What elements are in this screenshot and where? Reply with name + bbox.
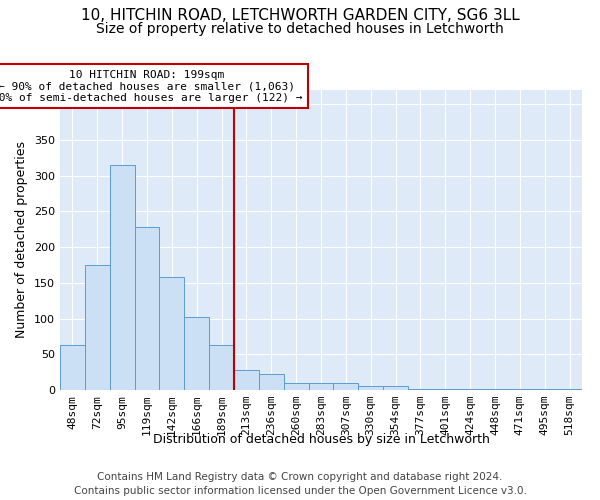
Bar [383,386,408,390]
Bar [60,345,85,390]
Text: Distribution of detached houses by size in Letchworth: Distribution of detached houses by size … [152,432,490,446]
Text: Contains HM Land Registry data © Crown copyright and database right 2024.: Contains HM Land Registry data © Crown c… [97,472,503,482]
Bar [334,383,358,390]
Bar [259,374,284,390]
Text: 10, HITCHIN ROAD, LETCHWORTH GARDEN CITY, SG6 3LL: 10, HITCHIN ROAD, LETCHWORTH GARDEN CITY… [80,8,520,22]
Bar [184,317,209,390]
Bar [85,265,110,390]
Bar [408,388,433,390]
Bar [134,227,160,390]
Bar [358,386,383,390]
Text: Size of property relative to detached houses in Letchworth: Size of property relative to detached ho… [96,22,504,36]
Bar [234,370,259,390]
Bar [308,383,334,390]
Text: 10 HITCHIN ROAD: 199sqm
← 90% of detached houses are smaller (1,063)
10% of semi: 10 HITCHIN ROAD: 199sqm ← 90% of detache… [0,70,302,103]
Bar [160,277,184,390]
Bar [209,345,234,390]
Bar [284,383,308,390]
Bar [110,165,134,390]
Y-axis label: Number of detached properties: Number of detached properties [16,142,28,338]
Text: Contains public sector information licensed under the Open Government Licence v3: Contains public sector information licen… [74,486,526,496]
